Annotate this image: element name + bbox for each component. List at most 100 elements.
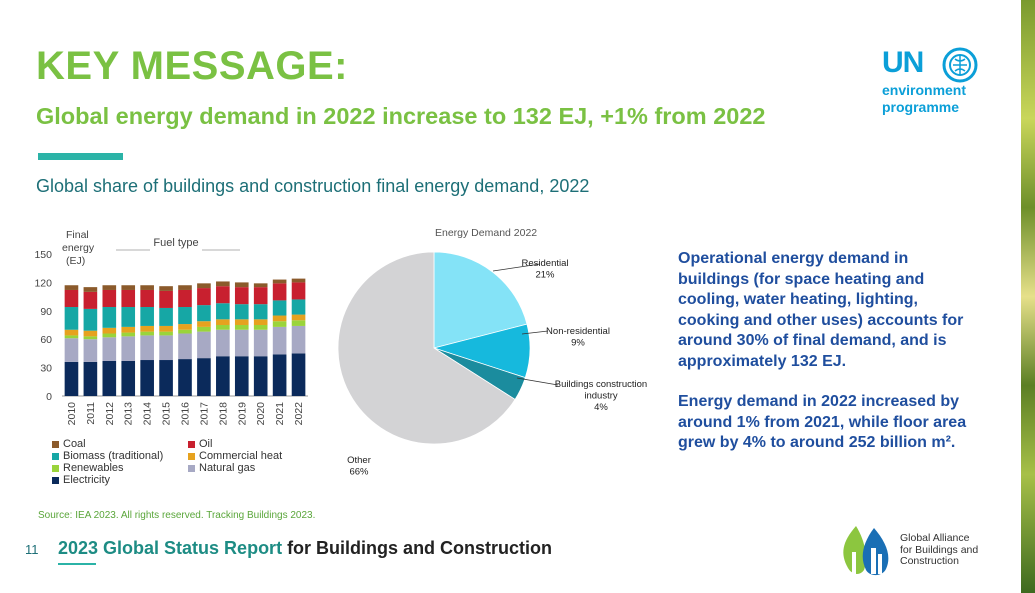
footer-title-rest: for Buildings and Construction bbox=[282, 538, 553, 558]
un-emblem-icon bbox=[942, 47, 978, 83]
bar-segment bbox=[291, 320, 306, 326]
y-tick-label: 30 bbox=[40, 363, 52, 375]
legend-label: Coal bbox=[63, 438, 86, 450]
footer-title-accent: 2023 Global Status Report bbox=[58, 538, 283, 558]
bar-segment bbox=[140, 325, 154, 332]
legend-swatch bbox=[188, 452, 195, 460]
y-tick-label: 120 bbox=[34, 277, 52, 289]
gabc-logo-text: Global Alliance for Buildings and Constr… bbox=[900, 532, 978, 568]
legend-label: Renewables bbox=[63, 462, 124, 474]
bar-segment bbox=[197, 288, 211, 306]
bar-segment bbox=[64, 289, 79, 308]
legend-swatch bbox=[52, 452, 59, 460]
pie-slice bbox=[337, 251, 516, 445]
footer-title: 2023 Global Status Report for Buildings … bbox=[58, 538, 552, 559]
bar-segment bbox=[159, 286, 173, 291]
key-message-subtitle: Global energy demand in 2022 increase to… bbox=[36, 103, 766, 129]
bar-segment bbox=[83, 339, 98, 362]
bar-segment bbox=[253, 283, 268, 288]
bar-segment bbox=[272, 279, 287, 284]
gabc-line-3: Construction bbox=[900, 555, 959, 567]
x-tick-label: 2016 bbox=[180, 402, 192, 426]
x-tick-label: 2013 bbox=[123, 402, 135, 426]
bar-segment bbox=[253, 329, 268, 357]
legend-label: Oil bbox=[199, 438, 213, 450]
pie-slice-value: 9% bbox=[571, 338, 585, 349]
bar-segment bbox=[272, 326, 287, 355]
bar-segment bbox=[102, 333, 117, 338]
bar-segment bbox=[121, 289, 136, 308]
bar-segment bbox=[197, 326, 211, 332]
bar-segment bbox=[121, 360, 136, 396]
bar-segment bbox=[253, 325, 268, 330]
bar-segment bbox=[234, 304, 249, 320]
bar-segment bbox=[64, 335, 79, 339]
bar-segment bbox=[83, 287, 98, 292]
x-tick-label: 2022 bbox=[293, 402, 305, 426]
legend-item: Renewables bbox=[52, 462, 124, 474]
key-message-title: KEY MESSAGE: bbox=[36, 44, 348, 88]
bar-segment bbox=[64, 285, 79, 290]
bar-segment bbox=[234, 282, 249, 288]
pie-slice-name: Buildings construction bbox=[555, 379, 647, 390]
legend-label: Electricity bbox=[63, 474, 111, 486]
y-axis-label-line3: (EJ) bbox=[66, 255, 85, 267]
y-tick-label: 0 bbox=[46, 391, 52, 403]
bar-segment bbox=[102, 360, 117, 396]
bar-segment bbox=[216, 281, 230, 287]
bar-segment bbox=[140, 360, 154, 396]
chart-fuel-type-title: Fuel type bbox=[153, 237, 198, 249]
bar-segment bbox=[197, 331, 211, 359]
legend-swatch bbox=[188, 440, 195, 448]
bar-segment bbox=[178, 359, 192, 396]
x-tick-label: 2019 bbox=[236, 402, 248, 426]
key-message-text: Operational energy demand in buildings (… bbox=[678, 249, 968, 474]
bar-segment bbox=[272, 354, 287, 396]
bar-segment bbox=[216, 325, 230, 330]
bar-segment bbox=[253, 356, 268, 396]
bar-segment bbox=[291, 353, 306, 396]
bar-segment bbox=[253, 304, 268, 320]
bar-segment bbox=[64, 307, 79, 330]
bar-segment bbox=[178, 307, 192, 325]
bar-segment bbox=[272, 321, 287, 327]
bar-segment bbox=[83, 308, 98, 331]
bar-segment bbox=[140, 307, 154, 326]
unep-logo-un: UN bbox=[882, 46, 924, 79]
x-tick-label: 2018 bbox=[217, 402, 229, 426]
bar-segment bbox=[140, 331, 154, 336]
bar-segment bbox=[234, 287, 249, 305]
legend-item: Natural gas bbox=[188, 462, 255, 474]
accent-bar bbox=[38, 153, 123, 160]
legend-swatch bbox=[52, 464, 59, 472]
bar-segment bbox=[291, 299, 306, 315]
bar-segment bbox=[291, 314, 306, 321]
bar-segment bbox=[159, 290, 173, 308]
bar-segment bbox=[121, 285, 136, 290]
bar-segment bbox=[291, 282, 306, 300]
bar-segment bbox=[121, 307, 136, 327]
bar-segment bbox=[83, 291, 98, 309]
unep-logo-line1: environment bbox=[882, 82, 967, 98]
key-message-paragraph-1: Operational energy demand in buildings (… bbox=[678, 250, 964, 370]
pie-slice-name: Other bbox=[347, 455, 371, 466]
pie-leader-line bbox=[521, 330, 549, 335]
bar-segment bbox=[121, 332, 136, 337]
bar-segment bbox=[272, 315, 287, 322]
pie-title: Energy Demand 2022 bbox=[435, 227, 537, 239]
footer-underline bbox=[58, 563, 96, 565]
bar-segment bbox=[83, 336, 98, 340]
bar-segment bbox=[216, 356, 230, 396]
bar-segment bbox=[272, 300, 287, 316]
source-note: Source: IEA 2023. All rights reserved. T… bbox=[38, 510, 316, 521]
bar-segment bbox=[178, 329, 192, 334]
bar-segment bbox=[64, 338, 79, 362]
bar-segment bbox=[197, 283, 211, 289]
x-tick-label: 2020 bbox=[255, 402, 267, 426]
bar-segment bbox=[140, 285, 154, 290]
bar-segment bbox=[159, 307, 173, 326]
bar-segment bbox=[197, 358, 211, 396]
figure-title: Global share of buildings and constructi… bbox=[36, 176, 590, 196]
